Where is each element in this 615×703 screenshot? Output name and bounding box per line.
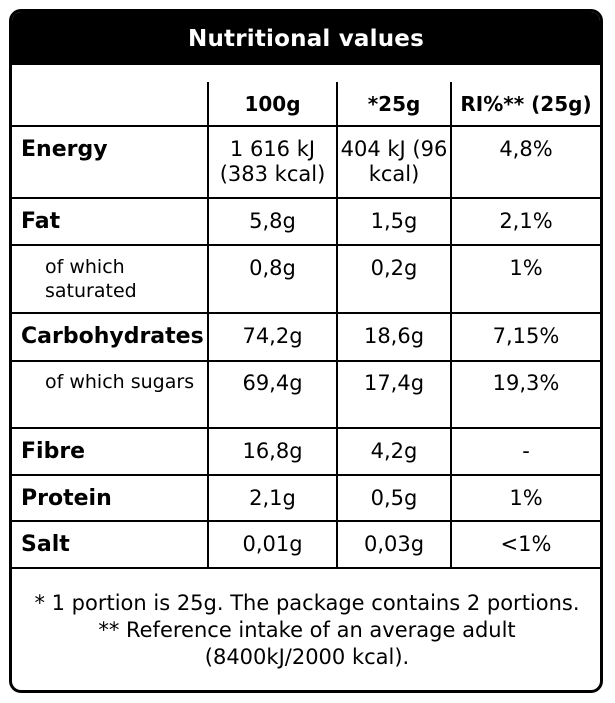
saturated-per-25g: 0,2g (370, 256, 418, 280)
row-label-fibre: Fibre (21, 439, 86, 464)
col-head-ri: RI%** (25g) (460, 92, 592, 116)
row-label-saturated: of which saturated (45, 256, 137, 302)
salt-per-25g: 0,03g (363, 532, 425, 556)
rule-sugars (12, 427, 600, 429)
salt-ri: <1% (500, 532, 552, 556)
row-label-energy: Energy (21, 137, 108, 162)
col-divider-3 (450, 82, 452, 567)
rule-salt (12, 567, 600, 569)
row-label-sugars: of which sugars (45, 371, 195, 393)
carbohydrates-per-25g: 18,6g (363, 324, 425, 348)
fat-per-100g: 5,8g (249, 209, 296, 233)
nutrition-title: Nutritional values (12, 12, 600, 65)
rule-carbs (12, 360, 600, 362)
saturated-ri: 1% (509, 256, 543, 280)
carbohydrates-per-100g: 74,2g (242, 324, 303, 348)
saturated-per-100g: 0,8g (249, 256, 296, 280)
energy-per-100g: 1 616 kJ (383 kcal) (219, 137, 326, 186)
col-divider-2 (336, 82, 338, 567)
col-head-100g: 100g (244, 92, 301, 116)
row-label-protein: Protein (21, 486, 112, 511)
salt-per-100g: 0,01g (242, 532, 303, 556)
fibre-per-100g: 16,8g (242, 439, 303, 463)
fat-ri: 2,1% (499, 209, 553, 233)
row-label-fat: Fat (21, 209, 61, 234)
sugars-ri: 19,3% (492, 371, 560, 395)
col-divider-1 (207, 82, 209, 567)
protein-per-25g: 0,5g (370, 486, 418, 510)
protein-per-100g: 2,1g (249, 486, 296, 510)
col-head-25g: *25g (367, 92, 421, 116)
carbohydrates-ri: 7,15% (492, 324, 560, 348)
rule-fibre (12, 474, 600, 476)
sugars-per-25g: 17,4g (363, 371, 425, 395)
rule-protein (12, 520, 600, 522)
fat-per-25g: 1,5g (370, 209, 418, 233)
fibre-ri: - (522, 439, 530, 463)
rule-fat (12, 244, 600, 246)
protein-ri: 1% (509, 486, 543, 510)
rule-saturated (12, 312, 600, 314)
sugars-per-100g: 69,4g (242, 371, 303, 395)
row-label-salt: Salt (21, 532, 70, 557)
row-label-carbohydrates: Carbohydrates (21, 324, 204, 349)
energy-ri: 4,8% (499, 137, 553, 161)
rule-energy (12, 197, 600, 199)
rule-header (12, 125, 600, 127)
fibre-per-25g: 4,2g (370, 439, 418, 463)
energy-per-25g: 404 kJ (96 kcal) (340, 137, 448, 186)
nutrition-label: Nutritional values 100g *25g RI%** (25g)… (9, 9, 603, 693)
footnote: * 1 portion is 25g. The package contains… (34, 591, 580, 669)
